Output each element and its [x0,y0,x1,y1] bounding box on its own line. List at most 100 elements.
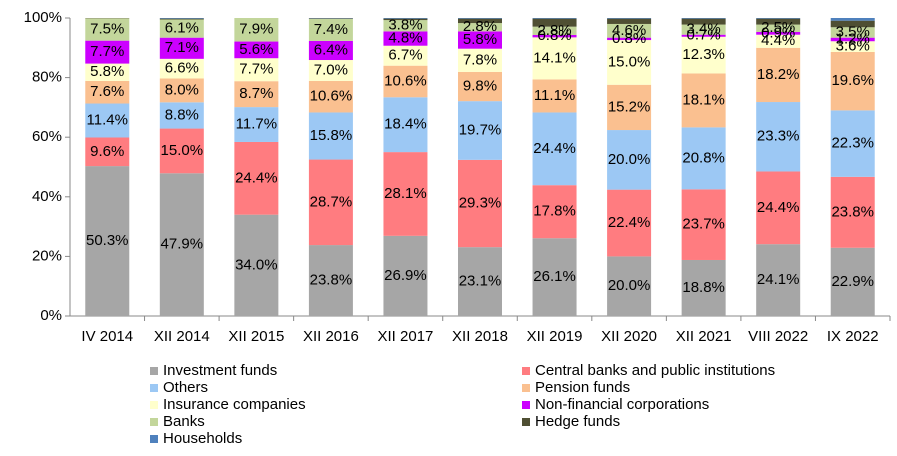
value-label: 23.8% [831,203,874,220]
bar-segment [607,37,652,41]
x-tick-label: XII 2016 [303,328,359,345]
value-label: 19.7% [459,121,502,138]
bar-segment [532,112,577,186]
bar-segment [85,80,130,104]
value-label: 5.8% [463,31,497,48]
bar-segment [681,73,726,128]
bar-segment [681,34,726,37]
bar-segment [756,34,801,48]
bar-segment [458,18,502,19]
bar-segment [458,23,502,32]
x-tick-label: XII 2015 [228,328,284,345]
value-label: 14.1% [533,49,576,66]
value-label: 7.0% [314,61,348,78]
bar-segment [607,18,652,24]
bar-segment [234,214,279,316]
value-label: 22.9% [831,273,874,290]
bar-segment [159,18,204,19]
bar-segment [85,166,130,316]
x-tick-label: XII 2018 [452,328,508,345]
value-label: 7.1% [165,39,199,56]
bar-segment [234,141,279,215]
bar-segment [159,19,204,38]
bar-segment [159,78,204,103]
value-label: 22.3% [831,135,874,152]
value-label: 11.1% [534,87,575,104]
y-tick-label: 20% [32,247,62,264]
bar-segment [532,18,577,27]
bar-segment [159,128,204,174]
legend-label: Investment funds [163,362,277,379]
value-label: 9.6% [90,143,124,160]
value-label: 26.9% [384,267,427,284]
value-label: 28.1% [384,185,427,202]
y-tick-label: 100% [24,9,62,26]
value-label: 15.0% [161,142,204,159]
bar-segment [308,112,353,160]
value-label: 0.9% [761,24,795,41]
value-label: 7.6% [90,83,124,100]
value-label: 18.4% [384,116,427,133]
bar-segment [308,18,353,41]
bar-segment [532,238,577,316]
value-label: 24.1% [757,271,800,288]
bar-segment [458,71,502,102]
value-label: 4.4% [761,32,795,49]
bar-segment [681,127,726,190]
value-label: 0.8% [537,27,571,44]
value-label: 20.8% [682,149,725,166]
value-label: 7.9% [239,21,273,38]
value-label: 8.8% [165,106,199,123]
value-label: 17.8% [533,203,576,220]
value-label: 24.4% [757,199,800,216]
bar-segment [681,24,726,35]
x-tick-label: IX 2022 [827,328,879,345]
bar-segment [532,79,577,113]
value-label: 34.0% [235,256,278,273]
value-label: 2.5% [761,19,795,36]
bar-segment [681,259,726,316]
value-label: 15.8% [310,127,353,144]
value-label: 26.1% [533,268,576,285]
bar-segment [159,58,204,79]
bar-segment [234,18,279,42]
legend-label: Households [163,430,242,447]
bar-segment [756,102,801,172]
bar-segment [159,37,204,59]
bar-segment [383,18,428,21]
bar-segment [308,80,353,113]
bar-segment [830,110,875,177]
bar-segment [234,58,279,82]
bar-segment [85,40,130,64]
value-label: 2.8% [463,18,497,35]
value-label: 6.7% [388,47,422,64]
bar-segment [681,36,726,74]
bar-segment [308,60,353,81]
bar-segment [756,32,801,35]
value-label: 7.5% [90,20,124,37]
bar-segment [756,171,801,245]
value-label: 24.4% [235,169,278,186]
value-label: 19.6% [831,72,874,89]
bar-segment [830,51,875,111]
value-label: 28.7% [310,193,353,210]
bar-segment [308,18,353,19]
legend-swatch [522,418,530,426]
value-label: 2.8% [537,22,571,39]
x-tick-label: XII 2021 [676,328,732,345]
bar-segment [532,18,577,19]
bar-segment [830,20,875,28]
value-label: 22.4% [608,214,651,231]
x-tick-label: XII 2019 [527,328,583,345]
legend-label: Hedge funds [535,413,620,430]
bar-segment [681,189,726,260]
bar-segment [159,18,204,20]
bar-segment [830,18,875,21]
x-tick-label: IV 2014 [81,328,133,345]
value-label: 23.1% [459,273,502,290]
bar-segment [308,40,353,61]
value-label: 0.8% [612,30,646,47]
bar-segment [756,24,801,33]
bar-segment [308,159,353,246]
value-label: 23.3% [757,128,800,145]
